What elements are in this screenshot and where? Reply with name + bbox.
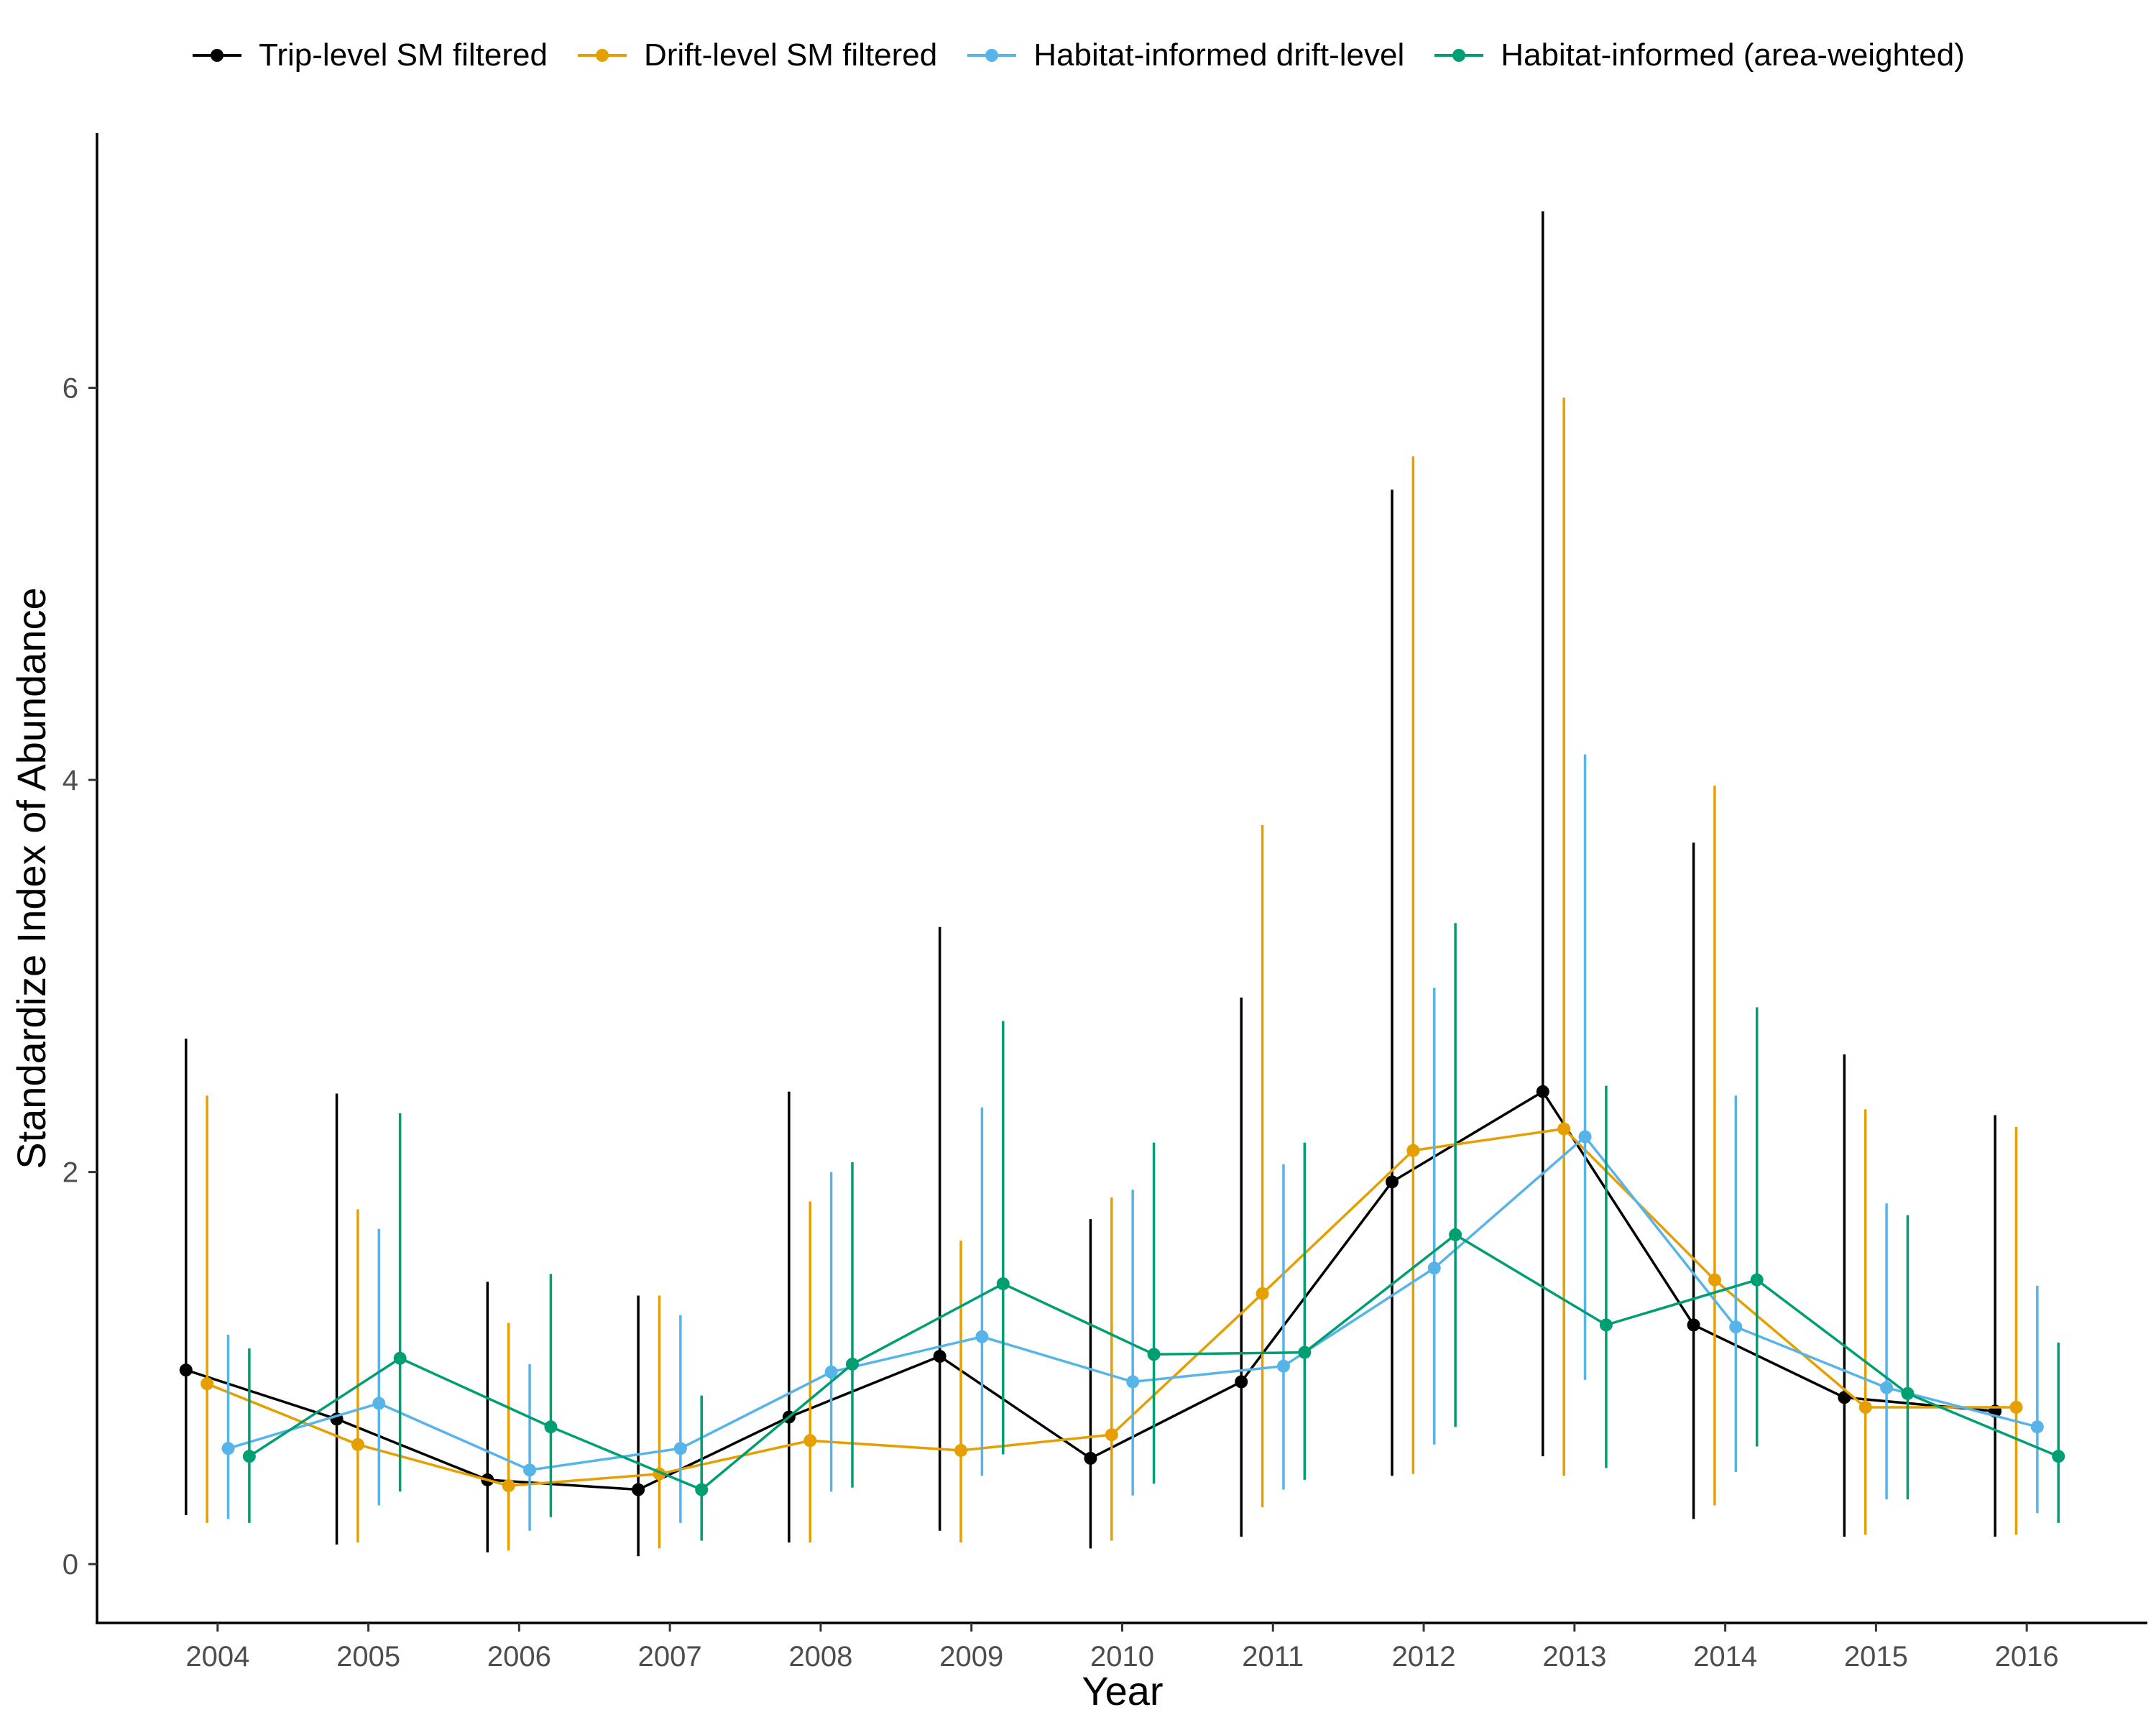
data-point [933, 1350, 946, 1363]
data-point [179, 1363, 193, 1377]
x-tick-label: 2005 [336, 1641, 400, 1673]
x-axis-ticks: 2004 2005 2006 2007 2008 2009 2010 2011 2012 2013… [185, 1623, 2059, 1673]
data-point [1406, 1144, 1420, 1157]
data-point [1126, 1375, 1140, 1389]
data-point [372, 1397, 386, 1410]
data-point [1901, 1386, 1915, 1400]
data-point [1386, 1175, 1399, 1189]
data-point [1449, 1228, 1462, 1241]
data-point [1729, 1320, 1743, 1334]
data-point [1536, 1085, 1549, 1098]
data-point [695, 1483, 709, 1496]
data-point [1427, 1261, 1441, 1275]
legend-key-trip-level [193, 49, 242, 62]
data-point [824, 1365, 838, 1379]
y-tick-label: 6 [63, 373, 78, 405]
data-point [954, 1443, 968, 1457]
legend-key-habitat-area [1434, 49, 1484, 62]
legend-label-drift-level: Drift-level SM filtered [643, 37, 938, 73]
data-point [502, 1479, 515, 1493]
legend-label-habitat-drift: Habitat-informed drift-level [1033, 37, 1405, 73]
data-point [1557, 1122, 1571, 1136]
data-point [845, 1357, 859, 1371]
data-point [1708, 1273, 1721, 1287]
x-tick-label: 2004 [185, 1641, 249, 1673]
data-point [1880, 1381, 1894, 1394]
legend: Trip-level SM filtered Drift-level SM fi… [0, 37, 2156, 73]
x-tick-label: 2010 [1090, 1641, 1154, 1673]
data-point [523, 1463, 537, 1477]
legend-item-drift-level: Drift-level SM filtered [576, 37, 937, 73]
data-point [221, 1442, 235, 1455]
data-point [2009, 1400, 2023, 1414]
data-point [673, 1442, 687, 1455]
data-point [975, 1330, 989, 1343]
x-tick-label: 2007 [638, 1641, 702, 1673]
plot-area [179, 211, 2065, 1557]
legend-item-trip-level: Trip-level SM filtered [191, 37, 548, 73]
x-tick-label: 2013 [1542, 1641, 1606, 1673]
x-axis-title: Year [1082, 1668, 1163, 1714]
legend-key-habitat-drift [967, 49, 1017, 62]
legend-item-habitat-area: Habitat-informed (area-weighted) [1433, 37, 1965, 73]
series-1 [201, 397, 2023, 1551]
data-point [1276, 1359, 1290, 1373]
legend-label-trip-level: Trip-level SM filtered [259, 37, 548, 73]
x-tick-label: 2008 [788, 1641, 852, 1673]
data-point [351, 1438, 364, 1451]
x-tick-label: 2015 [1844, 1641, 1908, 1673]
data-point [201, 1377, 214, 1391]
y-tick-label: 0 [63, 1549, 78, 1581]
data-point [393, 1351, 407, 1365]
data-point [1235, 1375, 1248, 1389]
data-point [1858, 1400, 1872, 1414]
legend-key-drift-level [577, 49, 627, 62]
data-point [1838, 1391, 1851, 1404]
data-point [1105, 1428, 1118, 1442]
data-point [1578, 1130, 1592, 1144]
data-point [1298, 1346, 1312, 1359]
series-3 [242, 923, 2065, 1541]
x-tick-label: 2006 [487, 1641, 551, 1673]
x-tick-label: 2011 [1242, 1641, 1304, 1673]
x-tick-label: 2014 [1693, 1641, 1757, 1673]
y-tick-label: 2 [63, 1157, 78, 1189]
data-point [1750, 1273, 1764, 1287]
x-tick-label: 2009 [939, 1641, 1003, 1673]
legend-item-habitat-drift: Habitat-informed drift-level [966, 37, 1404, 73]
data-point [1599, 1318, 1613, 1332]
data-point [996, 1277, 1010, 1291]
x-tick-label: 2012 [1392, 1641, 1456, 1673]
y-axis-title: Standardize Index of Abundance [9, 587, 54, 1169]
data-point [803, 1434, 817, 1448]
data-point [2052, 1450, 2065, 1463]
data-point [242, 1450, 256, 1463]
data-point [1147, 1348, 1161, 1361]
data-point [632, 1483, 645, 1496]
x-tick-label: 2016 [1995, 1641, 2059, 1673]
legend-label-habitat-area: Habitat-informed (area-weighted) [1501, 37, 1965, 73]
series-0 [179, 211, 2002, 1557]
data-point [1256, 1287, 1269, 1300]
series-2 [221, 754, 2044, 1531]
data-point [2030, 1420, 2044, 1434]
y-axis-ticks: 0 2 4 6 [63, 373, 97, 1581]
data-point [1084, 1451, 1097, 1465]
data-point [1687, 1318, 1700, 1332]
y-tick-label: 4 [63, 765, 78, 796]
data-point [544, 1420, 558, 1434]
